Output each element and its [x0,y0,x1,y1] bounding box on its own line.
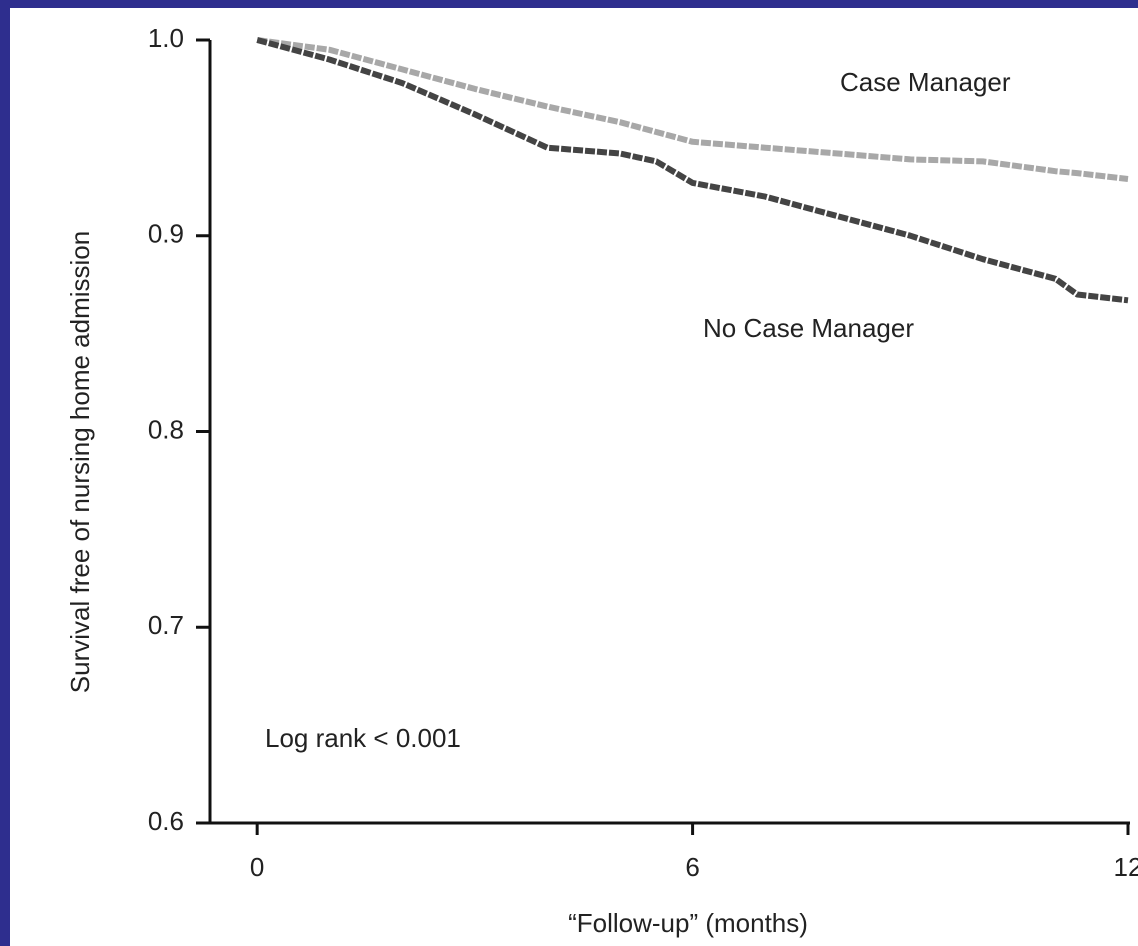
y-tick-label: 0.7 [148,610,184,640]
x-tick-label: 6 [685,852,699,882]
series-label: Case Manager [840,67,1011,97]
series-line [256,37,1129,304]
y-axis-label: Survival free of nursing home admission [65,231,95,693]
series-line [256,37,1129,182]
series-label: No Case Manager [703,313,914,343]
x-tick-label: 12 [1114,852,1138,882]
y-tick-label: 0.9 [148,219,184,249]
annotation: Log rank < 0.001 [265,723,461,753]
x-tick-label: 0 [250,852,264,882]
panel [10,8,1138,946]
x-axis-label: “Follow-up” (months) [568,908,808,938]
y-tick-label: 0.6 [148,806,184,836]
y-tick-label: 1.0 [148,23,184,53]
y-tick-label: 0.8 [148,414,184,444]
